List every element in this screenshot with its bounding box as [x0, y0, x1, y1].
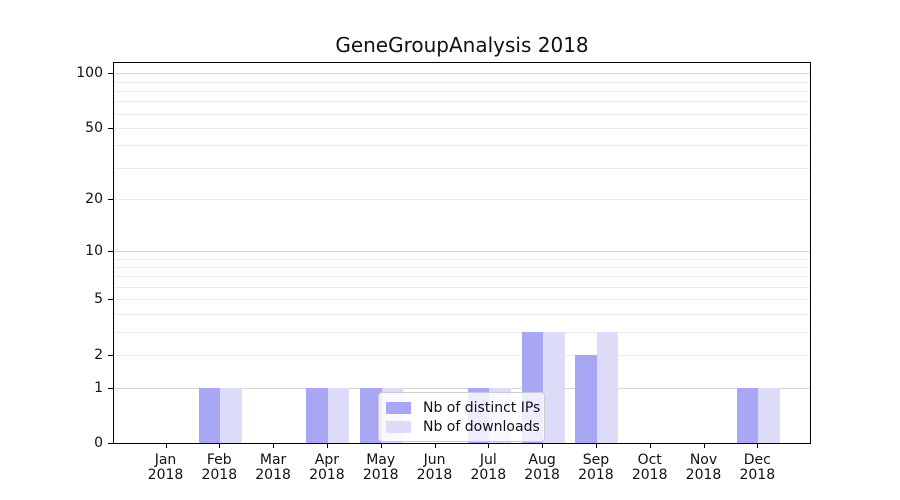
- y-tick-label: 100: [76, 65, 103, 82]
- x-tick-mark: [273, 444, 275, 448]
- x-tick-label: Dec 2018: [739, 452, 776, 483]
- y-tick-label: 5: [94, 291, 103, 308]
- x-tick-mark: [757, 444, 759, 448]
- x-tick-mark: [649, 444, 651, 448]
- gridline-minor: [114, 167, 810, 169]
- gridline-minor: [114, 101, 810, 103]
- x-tick-mark: [703, 444, 705, 448]
- x-tick-mark: [488, 444, 490, 448]
- gridline-minor: [114, 90, 810, 92]
- x-tick-mark: [165, 444, 167, 448]
- gridline-minor: [114, 331, 810, 333]
- gridline-minor: [114, 145, 810, 147]
- x-tick-label: May 2018: [362, 452, 399, 483]
- legend-swatch-downloads: [386, 420, 411, 433]
- bar-ips-sep: [575, 355, 597, 443]
- x-tick-mark: [434, 444, 436, 448]
- y-tick-label: 0: [94, 435, 103, 451]
- gridline-minor: [114, 276, 810, 278]
- gridline-minor: [114, 199, 810, 201]
- bar-downloads-feb: [220, 387, 242, 443]
- gridline-minor: [114, 314, 810, 315]
- y-tick-mark: [108, 355, 113, 356]
- y-tick-label: 2: [94, 347, 103, 363]
- gridline-minor: [114, 258, 810, 260]
- legend-swatch-distinct-ips: [386, 401, 411, 414]
- chart-title: GeneGroupAnalysis 2018: [335, 33, 589, 57]
- y-tick-mark: [108, 299, 113, 301]
- x-tick-label: Nov 2018: [685, 452, 722, 483]
- y-tick-mark: [108, 443, 113, 444]
- bar-ips-apr: [306, 387, 328, 443]
- gridline-minor: [114, 266, 810, 268]
- gridline-minor: [114, 113, 810, 115]
- x-tick-label: Sep 2018: [578, 452, 614, 483]
- y-tick-mark: [108, 387, 113, 389]
- y-tick-label: 50: [85, 120, 103, 136]
- x-tick-label: Oct 2018: [631, 452, 668, 483]
- x-tick-label: Jul 2018: [470, 452, 507, 483]
- x-tick-label: Feb 2018: [201, 452, 238, 483]
- bar-downloads-apr: [327, 387, 350, 443]
- gridline-minor: [114, 81, 810, 83]
- gridline-minor: [114, 287, 810, 289]
- bar-ips-dec: [736, 387, 759, 443]
- y-tick-mark: [108, 199, 113, 201]
- bar-downloads-sep: [596, 331, 619, 443]
- x-tick-mark: [595, 444, 597, 448]
- gridline-major: [114, 387, 810, 389]
- x-tick-mark: [542, 444, 544, 448]
- legend: Nb of distinct IPs Nb of downloads: [378, 392, 545, 442]
- legend-label-distinct-ips: Nb of distinct IPs: [423, 399, 541, 416]
- plot-area: [113, 62, 811, 444]
- legend-label-downloads: Nb of downloads: [423, 418, 540, 435]
- gridline-minor: [114, 355, 810, 356]
- bar-downloads-dec: [758, 387, 780, 443]
- bar-ips-feb: [198, 387, 221, 443]
- legend-entry-downloads: Nb of downloads: [386, 417, 540, 436]
- y-tick-label: 10: [85, 242, 103, 259]
- x-tick-label: Jan 2018: [147, 452, 184, 483]
- y-tick-label: 20: [85, 191, 103, 208]
- y-tick-mark: [108, 250, 113, 252]
- bar-downloads-aug: [543, 331, 565, 443]
- gridline-minor: [114, 128, 810, 129]
- y-tick-label: 1: [94, 379, 103, 396]
- x-tick-label: Mar 2018: [255, 452, 291, 483]
- x-tick-mark: [219, 444, 221, 448]
- x-tick-mark: [380, 444, 382, 448]
- x-tick-label: Jun 2018: [416, 452, 453, 483]
- y-tick-mark: [108, 128, 113, 129]
- gridline-minor: [114, 299, 810, 301]
- bar-ips-may: [360, 387, 382, 443]
- x-tick-label: Apr 2018: [309, 452, 345, 483]
- legend-entry-distinct-ips: Nb of distinct IPs: [386, 398, 540, 417]
- y-tick-mark: [108, 73, 113, 75]
- x-tick-label: Aug 2018: [524, 452, 560, 483]
- gridline-major: [114, 73, 810, 75]
- gridline-major: [114, 250, 810, 252]
- x-tick-mark: [326, 444, 328, 448]
